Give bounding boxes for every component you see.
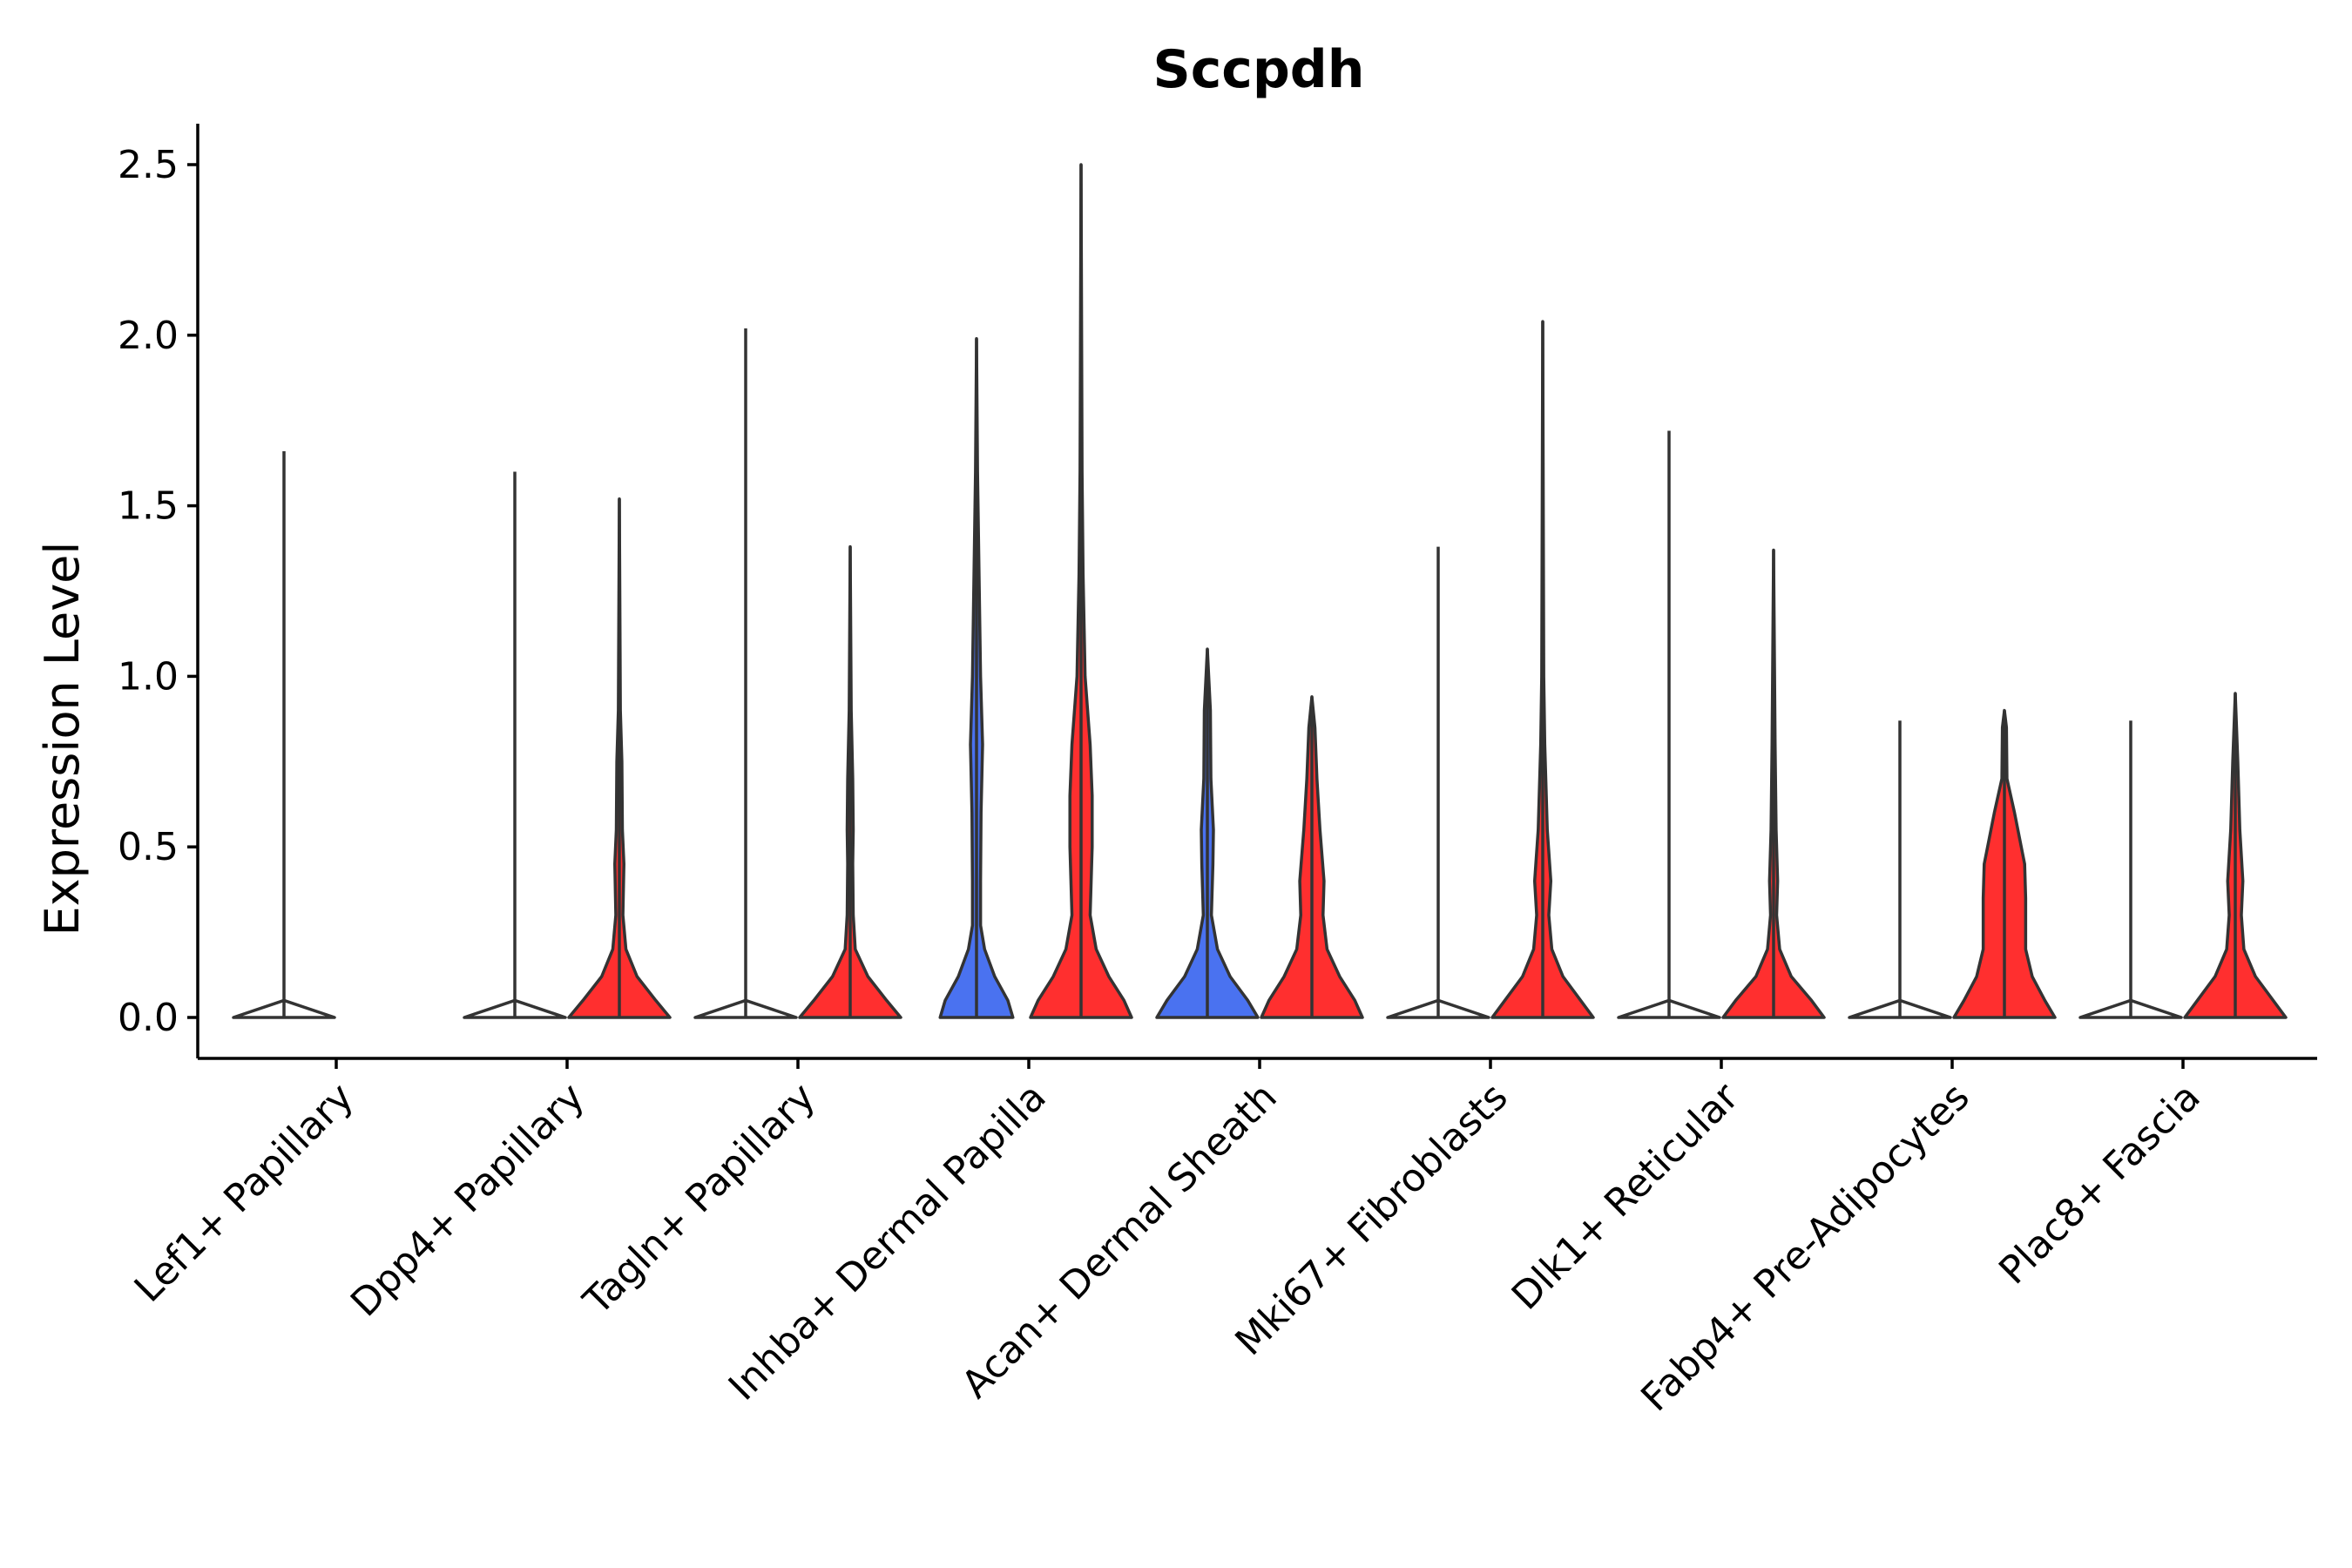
- y-tick-label: 2.5: [118, 143, 179, 187]
- x-tick-label: Lef1+ Papillary: [126, 1075, 362, 1311]
- x-tick-label: Dlk1+ Reticular: [1504, 1074, 1748, 1319]
- y-tick-label: 2.0: [118, 314, 179, 358]
- y-axis-label: Expression Level: [35, 542, 90, 936]
- y-tick-label: 0.5: [118, 825, 179, 869]
- chart-title: Sccpdh: [1153, 39, 1365, 100]
- x-tick-label: Dpp4+ Papillary: [342, 1075, 593, 1326]
- violins-group: [232, 163, 2288, 1019]
- y-ticks-group: 0.0 0.5 1.0 1.5 2.0 2.5: [118, 143, 198, 1040]
- y-tick-label: 1.0: [118, 654, 179, 699]
- x-tick-label: Plac8+ Fascia: [1990, 1075, 2209, 1294]
- y-tick-label: 0.0: [118, 996, 179, 1040]
- y-tick-label: 1.5: [118, 484, 179, 529]
- x-tick-label: Tagln+ Papillary: [575, 1075, 824, 1324]
